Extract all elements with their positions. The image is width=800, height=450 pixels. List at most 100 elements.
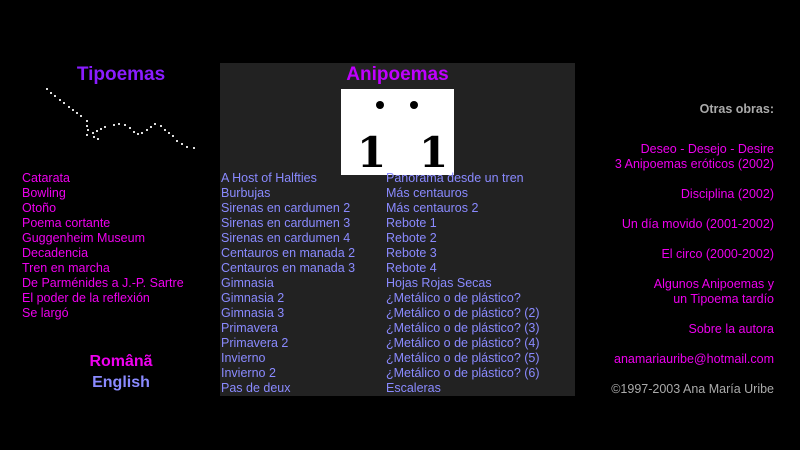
anipoema-link[interactable]: Rebote 2	[386, 231, 437, 245]
tipoema-link[interactable]: De Parménides a J.-P. Sartre	[22, 276, 184, 290]
link-line: Disciplina (2002)	[680, 187, 774, 201]
tipoema-link[interactable]: El poder de la reflexión	[22, 291, 150, 305]
dot-mark	[50, 92, 52, 94]
anipoemas-column-1: A Host of Halfties Burbujas Sirenas en car…	[221, 171, 355, 396]
otras-obras-link[interactable]: El circo (2000-2002)	[611, 247, 774, 262]
dot-mark	[63, 102, 65, 104]
link-line: anamariauribe@hotmail.com	[614, 352, 774, 366]
link-line: Deseo - Desejo - Desire	[640, 142, 774, 156]
dot-mark	[186, 146, 188, 148]
dot-mark	[92, 132, 94, 134]
link-line: Un día movido (2001-2002)	[621, 217, 774, 231]
dot-mark	[133, 131, 135, 133]
anipoema-link[interactable]: Gimnasia	[221, 276, 274, 290]
anipoema-link[interactable]: Rebote 1	[386, 216, 437, 230]
anipoema-link[interactable]: ¿Metálico o de plástico? (4)	[386, 336, 540, 350]
anipoema-link[interactable]: A Host of Halfties	[221, 171, 317, 185]
dot-mark	[193, 147, 195, 149]
anipoema-link[interactable]: Pas de deux	[221, 381, 291, 395]
dot-mark	[46, 88, 48, 90]
otras-obras: Otras obras: Deseo - Desejo - Desire 3 An…	[611, 102, 774, 397]
anipoema-link[interactable]: ¿Metálico o de plástico? (6)	[386, 366, 540, 380]
link-line: Sobre la autora	[688, 322, 774, 336]
dotted-i-glyphs-icon: 1 1	[357, 101, 448, 177]
dot-mark	[72, 109, 74, 111]
anipoema-link[interactable]: Escaleras	[386, 381, 441, 395]
tipoema-link[interactable]: Guggenheim Museum	[22, 231, 145, 245]
anipoema-link[interactable]: Primavera	[221, 321, 278, 335]
anipoemas-preview-image[interactable]: 1 1	[341, 89, 454, 177]
anipoemas-column-2: Panorama desde un tren Más centauros Más c…	[386, 171, 540, 396]
dot-mark	[124, 124, 126, 126]
dot-mark	[168, 132, 170, 134]
dot-mark	[154, 123, 156, 125]
anipoema-link[interactable]: Sirenas en cardumen 4	[221, 231, 351, 245]
anipoema-link[interactable]: Rebote 3	[386, 246, 437, 260]
dot-mark	[97, 138, 99, 140]
anipoema-link[interactable]: Más centauros 2	[386, 201, 479, 215]
anipoema-link[interactable]: Invierno 2	[221, 366, 276, 380]
svg-text:1: 1	[357, 128, 386, 175]
tipoema-link[interactable]: Tren en marcha	[22, 261, 110, 275]
language-english-link[interactable]: English	[92, 374, 150, 391]
otras-obras-link[interactable]: Un día movido (2001-2002)	[611, 217, 774, 232]
dot-mark	[176, 140, 178, 142]
svg-text:1: 1	[419, 128, 448, 175]
anipoema-link[interactable]: Primavera 2	[221, 336, 289, 350]
otras-obras-link[interactable]: anamariauribe@hotmail.com	[611, 352, 774, 367]
dot-mark	[86, 125, 88, 127]
otras-obras-link[interactable]: Deseo - Desejo - Desire 3 Anipoemas eróti…	[611, 142, 774, 172]
dot-mark	[86, 120, 88, 122]
dot-mark	[68, 106, 70, 108]
anipoema-link[interactable]: Más centauros	[386, 186, 468, 200]
anipoema-link[interactable]: Gimnasia 3	[221, 306, 285, 320]
anipoema-link[interactable]: Hojas Rojas Secas	[386, 276, 492, 290]
tipoema-link[interactable]: Otoño	[22, 201, 57, 215]
otras-obras-link[interactable]: Sobre la autora	[611, 322, 774, 337]
tipoema-link[interactable]: Poema cortante	[22, 216, 111, 230]
anipoema-link[interactable]: Burbujas	[221, 186, 271, 200]
dot-mark	[96, 130, 98, 132]
anipoema-link[interactable]: ¿Metálico o de plástico? (3)	[386, 321, 540, 335]
tipoema-link[interactable]: Decadencia	[22, 246, 89, 260]
anipoema-link[interactable]: Panorama desde un tren	[386, 171, 524, 185]
anipoema-link[interactable]: ¿Metálico o de plástico? (5)	[386, 351, 540, 365]
anipoema-link[interactable]: Gimnasia 2	[221, 291, 285, 305]
link-line: un Tipoema tardío	[673, 292, 774, 306]
link-line: Algunos Anipoemas y	[653, 277, 774, 291]
dot-mark	[87, 129, 89, 131]
anipoemas-panel: Anipoemas 1 1 A Host of Halfties Burbujas…	[220, 63, 575, 396]
dot-mark	[150, 126, 152, 128]
otras-obras-link[interactable]: Algunos Anipoemas y un Tipoema tardío	[611, 277, 774, 307]
tipoema-link[interactable]: Se largó	[22, 306, 69, 320]
otras-obras-link[interactable]: Disciplina (2002)	[611, 187, 774, 202]
link-line: 3 Anipoemas eróticos (2002)	[614, 157, 774, 171]
dot-mark	[100, 128, 102, 130]
anipoema-link[interactable]: Sirenas en cardumen 3	[221, 216, 351, 230]
dot-mark	[59, 99, 61, 101]
anipoema-link[interactable]: Invierno	[221, 351, 266, 365]
tipoema-link[interactable]: Catarata	[22, 171, 70, 185]
language-romana-link[interactable]: Românã	[89, 353, 153, 370]
copyright: ©1997-2003 Ana María Uribe	[611, 382, 774, 396]
dot-mark	[181, 143, 183, 145]
tipoemas-title: Tipoemas	[76, 64, 166, 85]
anipoema-link[interactable]: Sirenas en cardumen 2	[221, 201, 351, 215]
dot-mark	[137, 133, 139, 135]
otras-obras-title: Otras obras:	[699, 102, 774, 116]
anipoema-link[interactable]: Rebote 4	[386, 261, 437, 275]
dot-mark	[164, 129, 166, 131]
anipoema-link[interactable]: Centauros en manada 3	[221, 261, 356, 275]
anipoema-link[interactable]: ¿Metálico o de plástico? (2)	[386, 306, 540, 320]
tipoema-link[interactable]: Bowling	[22, 186, 66, 200]
dot-mark	[172, 135, 174, 137]
dot-mark	[141, 132, 143, 134]
dot-mark	[76, 112, 78, 114]
dot-mark	[80, 115, 82, 117]
language-links: Românã English	[20, 351, 222, 393]
anipoema-link[interactable]: ¿Metálico o de plástico?	[386, 291, 521, 305]
dot-mark	[86, 134, 88, 136]
dot-mark	[113, 124, 115, 126]
anipoema-link[interactable]: Centauros en manada 2	[221, 246, 356, 260]
dot-mark	[118, 123, 120, 125]
